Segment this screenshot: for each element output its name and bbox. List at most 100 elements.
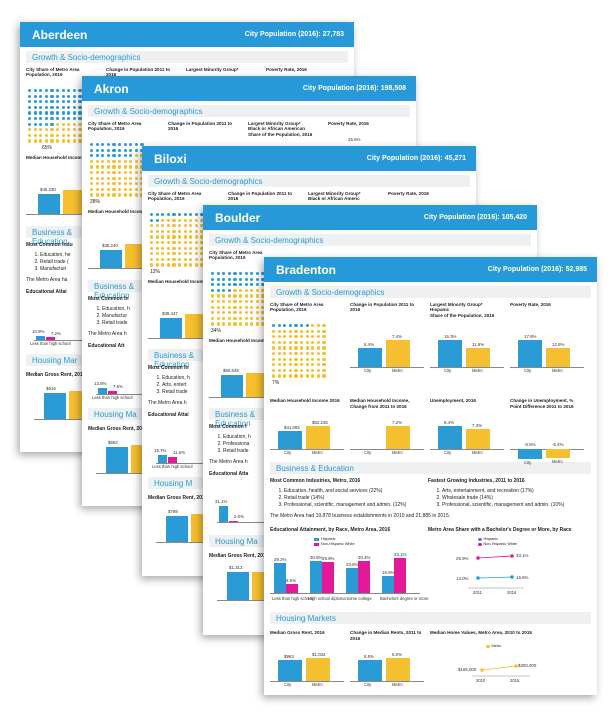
share-dot-metro <box>227 322 231 326</box>
share-dot-city <box>55 100 60 104</box>
share-dot-metro <box>233 288 237 292</box>
share-dot-metro <box>227 294 231 298</box>
share-dot-metro <box>106 193 110 197</box>
share-dot-city <box>50 122 54 126</box>
edu-bar-hispanic <box>219 506 228 523</box>
share-dot-metro <box>283 357 287 361</box>
rent-city-label: $798 <box>168 509 178 515</box>
share-dot-metro <box>194 229 198 233</box>
hisp-line <box>477 576 513 579</box>
share-dot-city <box>55 94 60 98</box>
share-dot-city <box>78 100 82 104</box>
share-dot-city <box>33 111 37 115</box>
industry-item: Manufactur <box>102 313 410 320</box>
share-dot-city <box>78 116 82 121</box>
share-pct: 28% <box>90 199 101 206</box>
share-dot-metro <box>161 235 165 239</box>
share-title: City Share of Metro Area Population, 201… <box>26 67 80 78</box>
share-dot-metro <box>123 165 127 169</box>
share-dot-metro <box>106 187 110 191</box>
share-dot-metro <box>106 170 110 175</box>
edu-bar-hispanic <box>382 575 394 594</box>
share-dot-metro <box>55 128 60 132</box>
pop-change-title: Change in Population 2011 to 2016 <box>106 67 171 78</box>
share-dot-city <box>50 105 54 109</box>
share-dot-city <box>134 143 138 147</box>
share-dot-metro <box>216 294 220 298</box>
share-dot-metro <box>117 165 122 169</box>
share-dot-metro <box>238 294 243 298</box>
city-population: City Population (2016): 198,508 <box>302 85 406 92</box>
share-dot-city <box>129 143 133 147</box>
share-dot-metro <box>288 335 292 339</box>
share-title: City Share of Metro Area Population, 201… <box>88 121 142 132</box>
share-dot-metro <box>177 235 182 239</box>
unemployment-panel: Unemployment, 2016 8.4% City 7.3% Metro <box>430 398 504 455</box>
share-dot-city <box>90 143 94 147</box>
share-dot-city <box>39 100 43 104</box>
bachelor-lines <box>468 554 524 589</box>
share-dot-metro <box>161 229 165 233</box>
edu-bar-nhw <box>108 391 117 395</box>
industry-item: Professional, scientific, management and… <box>442 502 578 509</box>
share-dot-metro <box>161 224 165 228</box>
unemployment-metro-value: 7.3% <box>472 423 483 429</box>
bachelor-chart: 29.9% 33.1% 14.0% 16.6% 2011 2016 <box>428 548 578 596</box>
income-city-bar <box>160 318 182 339</box>
edu-chart: 10.8% 7.2% <box>32 303 94 342</box>
share-dots <box>211 272 283 327</box>
share-dot-metro <box>277 368 281 372</box>
section-business: Business & Education <box>148 349 208 369</box>
share-dot-metro <box>106 176 110 180</box>
city-population: City Population (2016): 45,271 <box>366 155 466 162</box>
edu-value: 7.6% <box>113 384 124 390</box>
share-dot-metro <box>200 224 204 228</box>
industry-item: Wholesale trade (14%) <box>442 495 578 502</box>
share-dot-metro <box>316 351 320 356</box>
edu-bar-hispanic <box>346 568 358 594</box>
share-dot-metro <box>78 128 82 132</box>
income-metro-bar <box>185 314 207 339</box>
share-dot-city <box>140 148 144 152</box>
share-dot-city <box>183 213 187 217</box>
common-industries: Most Common Industries, Metro, 2016 Educ… <box>270 478 420 509</box>
share-dot-metro <box>155 246 159 250</box>
share-dot-city <box>50 94 54 98</box>
industry-item: Professiona <box>223 441 531 448</box>
edu-title: Educational Attai <box>148 412 189 419</box>
legend-swatch <box>314 542 319 547</box>
card-header: Bradenton City Population (2016): 52,985 <box>264 257 597 282</box>
income-change-title: Median Household Income, Change from 201… <box>350 398 410 409</box>
share-dot-city <box>61 94 65 98</box>
rent-city-label: $1,313 <box>229 565 243 571</box>
minority-city-bar <box>438 340 462 367</box>
share-dot-metro <box>72 139 76 143</box>
poverty-city-cat: City <box>524 368 532 373</box>
poverty-chart: 17.9% City 12.6% Metro <box>510 324 584 373</box>
share-dot-city <box>211 283 215 287</box>
edu-panel: Educational Attainment, by Race, Metro A… <box>270 527 428 608</box>
income-metro-bar <box>125 244 147 269</box>
income_change-metro-value: 7.2% <box>392 420 403 426</box>
share-dot-city <box>67 116 71 121</box>
share-dot-metro <box>261 299 265 304</box>
share-dot-metro <box>189 246 193 250</box>
share-dot-city <box>238 283 243 287</box>
share-dot-metro <box>123 187 127 191</box>
common-industries-list: Education, h Manufactur Retail trade <box>88 306 410 327</box>
pop-change-title: Change in Population 2011 to 2016 <box>350 302 415 313</box>
rent-city-bar <box>278 659 302 682</box>
share-dot-metro <box>316 329 320 333</box>
legend-metro: Metro <box>486 644 501 648</box>
pop-change-panel: Change in Population 2011 to 2016 <box>228 191 302 275</box>
share-dot-metro <box>299 363 304 367</box>
share-dot-metro <box>55 122 60 126</box>
share-dot-city <box>216 288 220 292</box>
share-dot-metro <box>233 305 237 309</box>
home-values-panel: Median Home Values, Metro Area, 2010 to … <box>430 630 580 684</box>
city-card-bradenton[interactable]: Bradenton City Population (2016): 52,985… <box>264 257 597 695</box>
share-dot-metro <box>134 159 138 163</box>
share-dot-metro <box>117 176 122 180</box>
edu-value-nhw: 8.6% <box>286 578 297 584</box>
share-dot-metro <box>272 346 276 350</box>
